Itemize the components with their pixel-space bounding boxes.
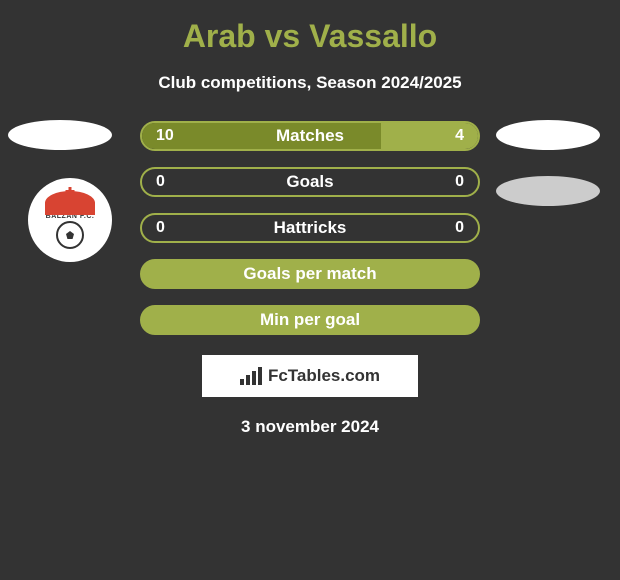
stat-value-right: 4 — [455, 123, 478, 149]
bar-icon-part — [246, 375, 250, 385]
stat-label: Matches — [142, 123, 478, 149]
bar-chart-icon — [240, 367, 262, 385]
bar-icon-part — [240, 379, 244, 385]
info-row-min-per-goal: Min per goal — [140, 305, 480, 335]
badge-cross-icon — [69, 187, 72, 197]
subtitle: Club competitions, Season 2024/2025 — [0, 73, 620, 93]
comparison-card: Arab vs Vassallo Club competitions, Seas… — [0, 0, 620, 447]
badge-arch — [45, 191, 95, 215]
badge-inner: BALZAN F.C. — [34, 184, 106, 256]
date-label: 3 november 2024 — [0, 417, 620, 437]
player-photo-left — [8, 120, 112, 150]
info-label: Min per goal — [260, 310, 360, 330]
stat-row-goals: 0 Goals 0 — [140, 167, 480, 197]
stat-value-right: 0 — [455, 215, 478, 241]
info-row-goals-per-match: Goals per match — [140, 259, 480, 289]
page-title: Arab vs Vassallo — [0, 18, 620, 55]
bar-icon-part — [258, 367, 262, 385]
stat-value-right: 0 — [455, 169, 478, 195]
stat-row-hattricks: 0 Hattricks 0 — [140, 213, 480, 243]
info-label: Goals per match — [243, 264, 376, 284]
club-logo-right — [496, 176, 600, 206]
club-logo-left: BALZAN F.C. — [28, 178, 112, 262]
branding-badge[interactable]: FcTables.com — [202, 355, 418, 397]
stat-row-matches: 10 Matches 4 — [140, 121, 480, 151]
stat-label: Goals — [142, 169, 478, 195]
soccer-ball-icon — [56, 221, 84, 249]
stat-label: Hattricks — [142, 215, 478, 241]
player-photo-right — [496, 120, 600, 150]
bar-icon-part — [252, 371, 256, 385]
branding-label: FcTables.com — [268, 366, 380, 386]
